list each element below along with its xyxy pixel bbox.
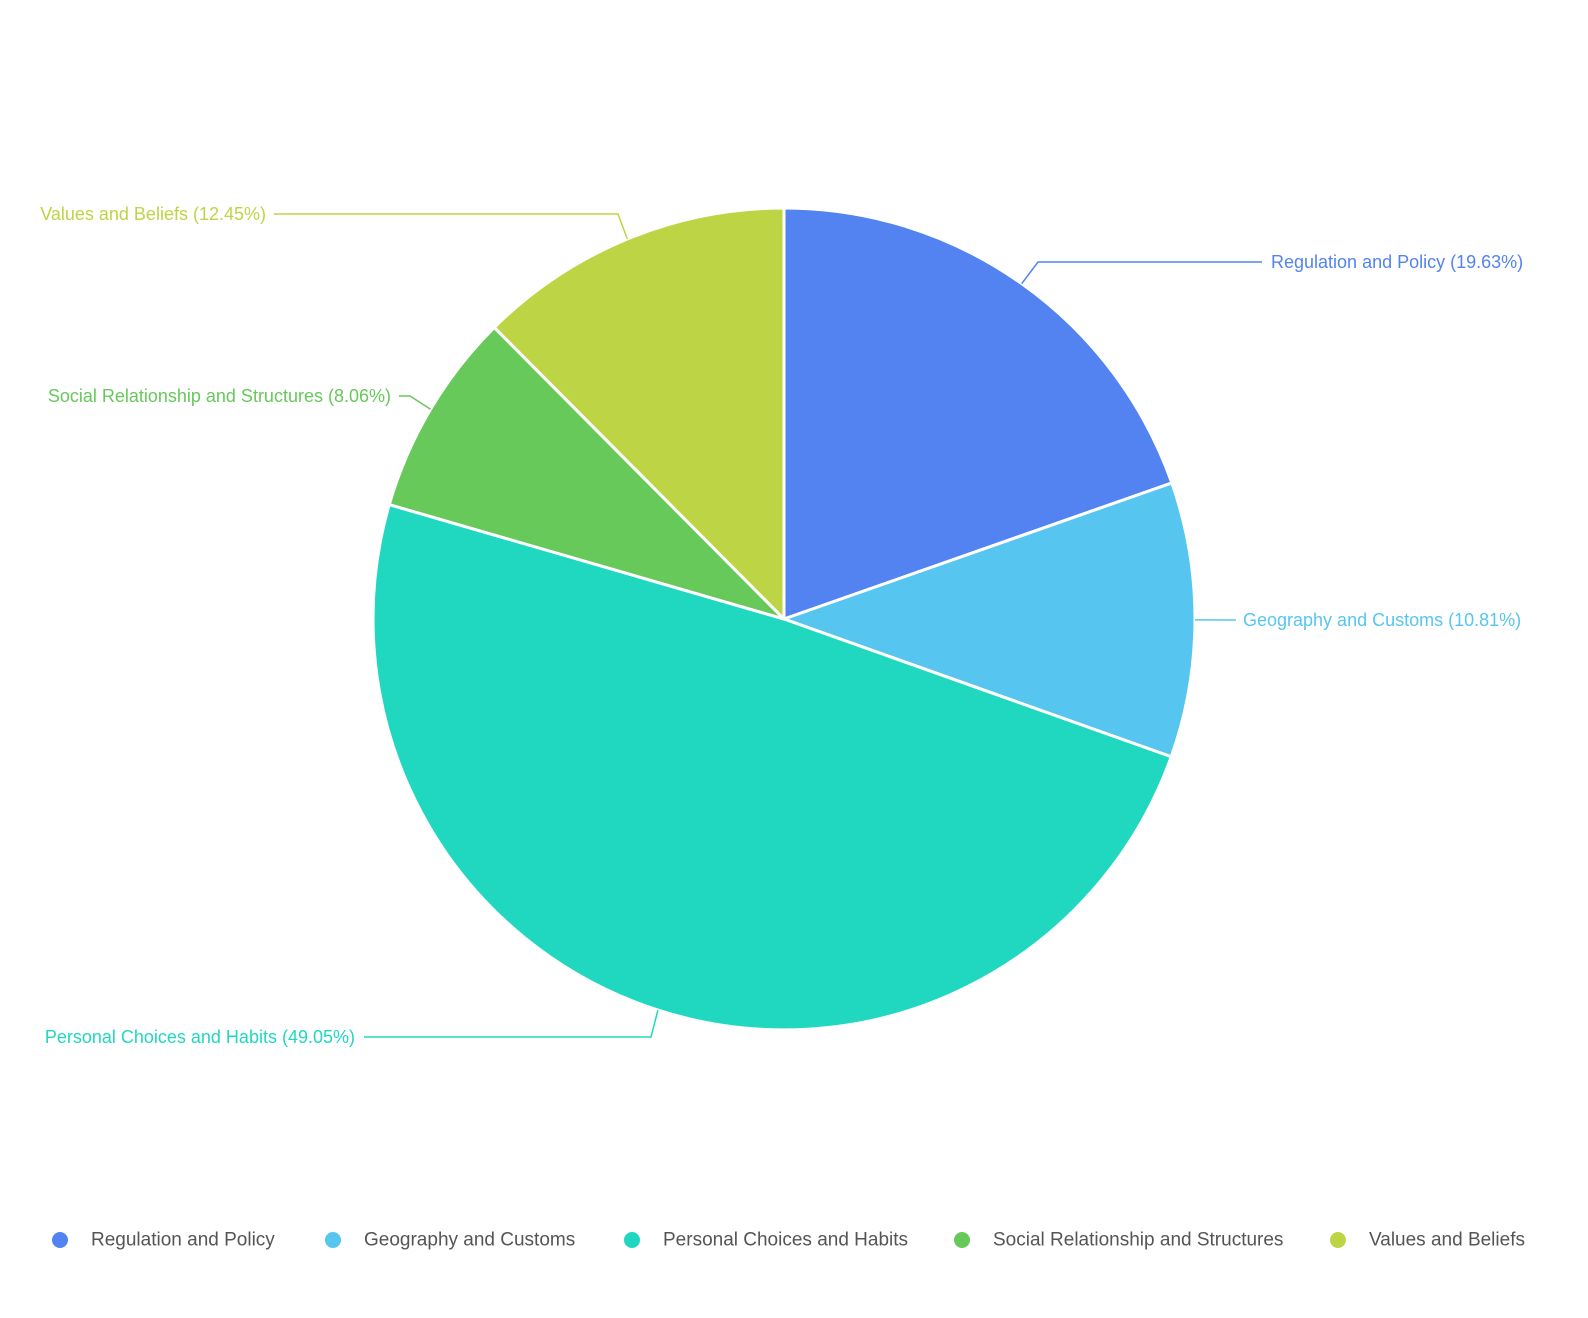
legend-item-values-and-beliefs[interactable]: Values and Beliefs [1330, 1230, 1525, 1251]
label-line-values-and-beliefs [274, 213, 629, 240]
legend-item-social-relationship-and-structures[interactable]: Social Relationship and Structures [954, 1230, 1283, 1251]
legend-label-personal-choices-and-habits: Personal Choices and Habits [663, 1230, 908, 1251]
label-line-personal-choices-and-habits [364, 1010, 659, 1038]
pie-slices [371, 206, 1197, 1032]
slice-label-personal-choices-and-habits: Personal Choices and Habits (49.05%) [45, 1027, 355, 1047]
legend-label-geography-and-customs: Geography and Customs [364, 1230, 575, 1251]
pie-slice-personal-choices-and-habits[interactable] [371, 503, 1173, 1032]
legend-marker-geography-and-customs [325, 1232, 341, 1248]
legend-label-values-and-beliefs: Values and Beliefs [1369, 1230, 1525, 1251]
legend-item-geography-and-customs[interactable]: Geography and Customs [325, 1230, 575, 1251]
legend-marker-personal-choices-and-habits [624, 1232, 640, 1248]
pie-slice-social-relationship-and-structures[interactable] [387, 325, 786, 621]
legend: Regulation and Policy Geography and Custo… [52, 1230, 1525, 1251]
legend-item-regulation-and-policy[interactable]: Regulation and Policy [52, 1230, 275, 1251]
legend-marker-values-and-beliefs [1330, 1232, 1346, 1248]
slice-label-values-and-beliefs: Values and Beliefs (12.45%) [40, 204, 266, 224]
legend-marker-regulation-and-policy [52, 1232, 68, 1248]
legend-item-personal-choices-and-habits[interactable]: Personal Choices and Habits [624, 1230, 908, 1251]
label-line-social-relationship-and-structures [399, 395, 431, 410]
legend-label-social-relationship-and-structures: Social Relationship and Structures [993, 1230, 1283, 1251]
slice-label-lines [274, 213, 1262, 1038]
legend-marker-social-relationship-and-structures [954, 1232, 970, 1248]
slice-label-social-relationship-and-structures: Social Relationship and Structures (8.06… [48, 386, 391, 406]
slice-labels: Regulation and Policy (19.63%) Geography … [40, 204, 1523, 1047]
pie-slice-values-and-beliefs[interactable] [492, 206, 786, 621]
slice-label-geography-and-customs: Geography and Customs (10.81%) [1243, 610, 1521, 630]
legend-label-regulation-and-policy: Regulation and Policy [91, 1230, 275, 1251]
slice-label-regulation-and-policy: Regulation and Policy (19.63%) [1271, 252, 1523, 272]
label-line-regulation-and-policy [1021, 261, 1262, 285]
pie-slice-geography-and-customs[interactable] [782, 481, 1197, 759]
